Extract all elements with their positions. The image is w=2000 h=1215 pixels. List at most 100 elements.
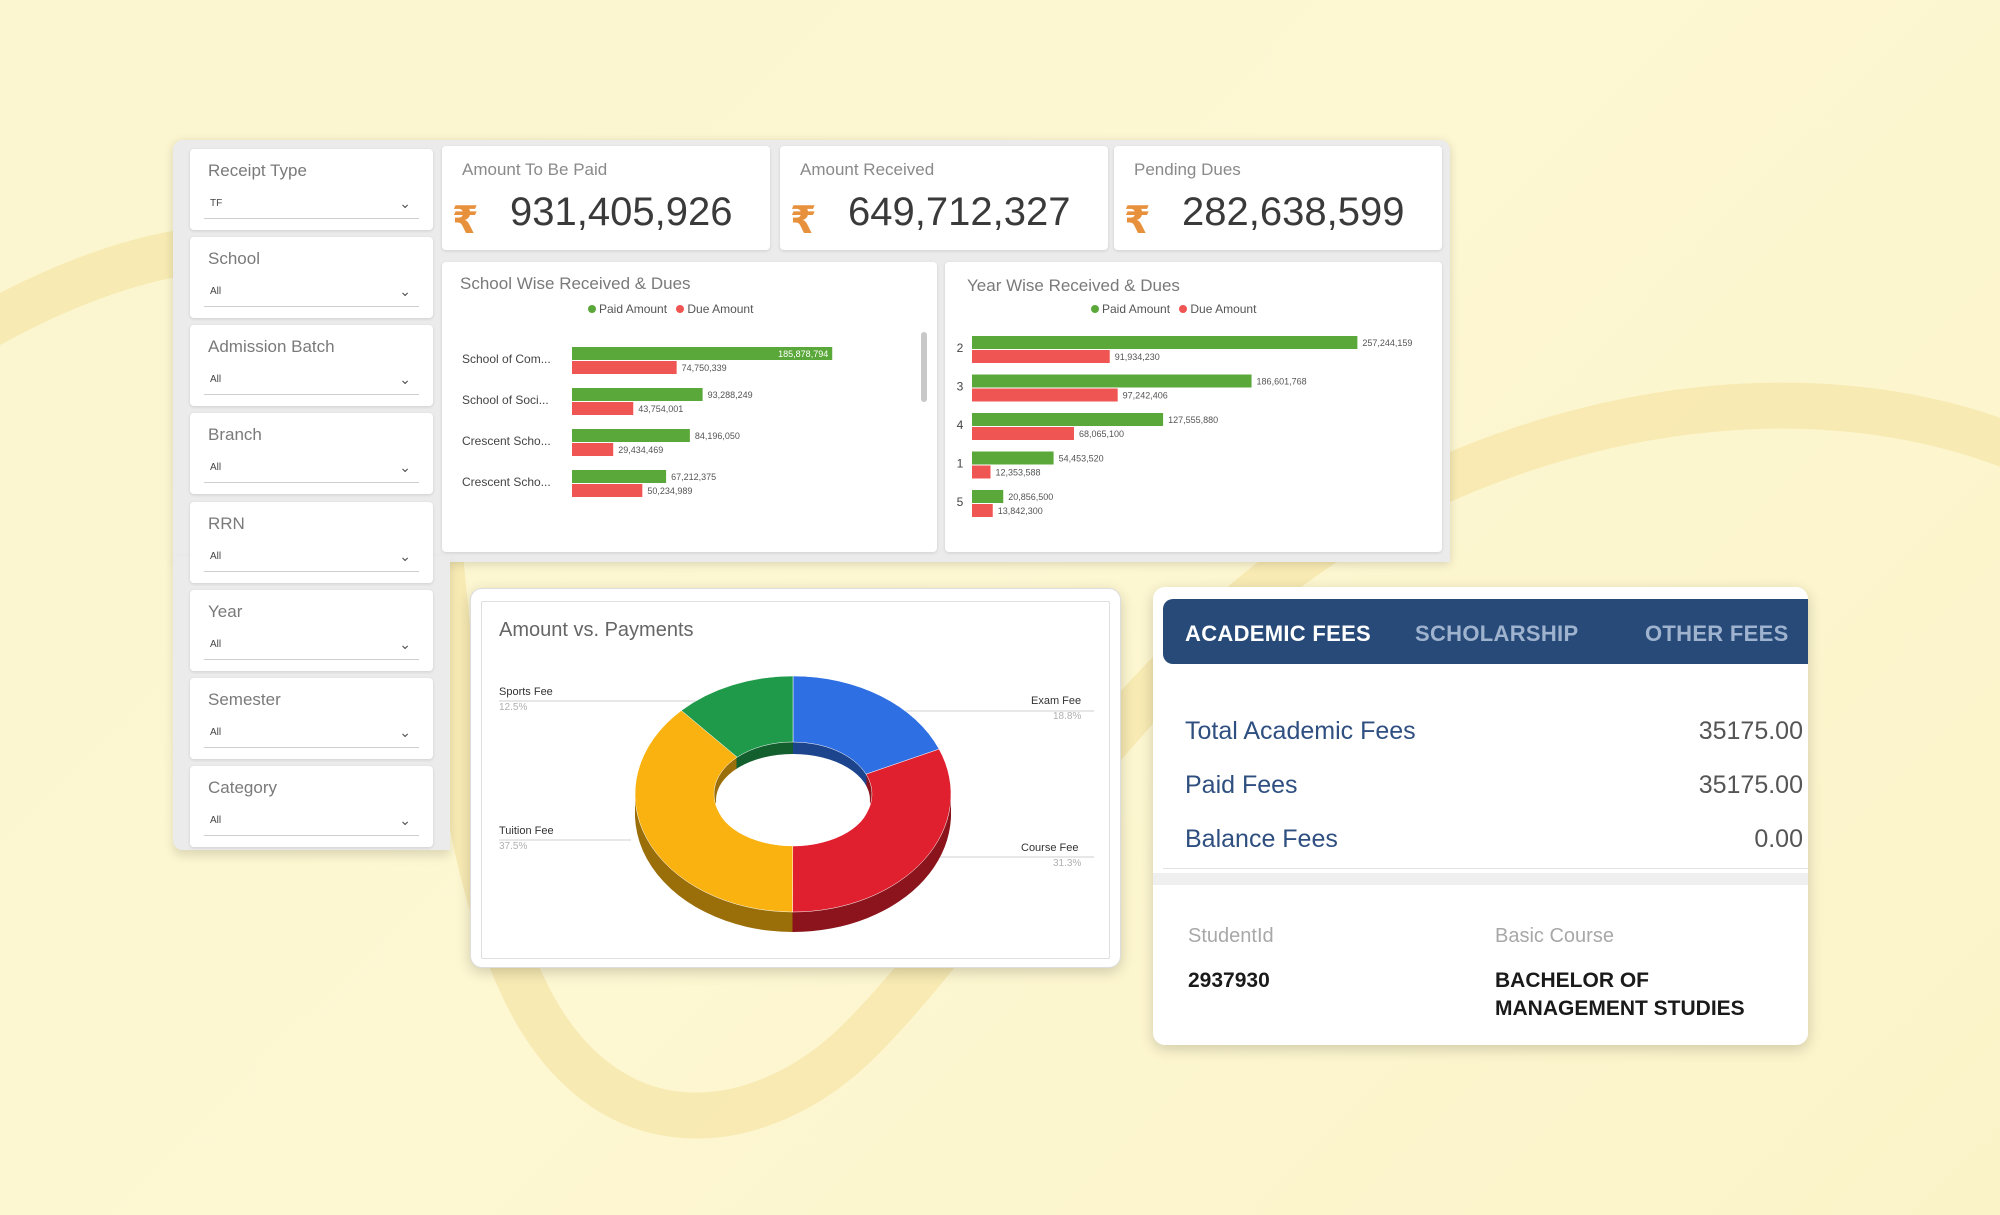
- slicer-label: RRN: [208, 514, 245, 533]
- year-wise-chart-card: Year Wise Received & Dues Paid Amount Du…: [945, 262, 1442, 552]
- bar-due[interactable]: [972, 427, 1074, 440]
- bar-due[interactable]: [972, 350, 1110, 363]
- school-wise-chart-card: School Wise Received & Dues Paid Amount …: [442, 262, 937, 552]
- kpi-value: 931,405,926: [510, 190, 733, 234]
- slicer-year[interactable]: Year All ⌄: [190, 590, 433, 671]
- chart-legend: Paid Amount Due Amount: [1085, 302, 1256, 316]
- tab-academic-fees[interactable]: ACADEMIC FEES: [1185, 621, 1372, 646]
- data-label-due: 29,434,469: [618, 445, 663, 455]
- bar-paid[interactable]: [972, 374, 1252, 388]
- kpi-value: 649,712,327: [848, 190, 1071, 234]
- bar-due[interactable]: [972, 465, 991, 479]
- data-label-paid: 20,856,500: [1008, 492, 1053, 502]
- chevron-down-icon[interactable]: ⌄: [399, 283, 411, 299]
- slicer-value: All: [210, 551, 222, 562]
- slicer-label: Year: [208, 602, 243, 621]
- slicer-dropdown[interactable]: All ⌄: [204, 455, 419, 483]
- bar-due[interactable]: [572, 443, 614, 456]
- donut-pct-course-fee: 31.3%: [1053, 858, 1082, 869]
- legend-due-dot: [1179, 305, 1188, 313]
- slicer-dropdown[interactable]: All ⌄: [204, 544, 419, 572]
- chevron-down-icon[interactable]: ⌄: [399, 636, 411, 652]
- donut-slice-sports-fee[interactable]: [680, 675, 794, 758]
- slicer-dropdown[interactable]: All ⌄: [204, 279, 419, 307]
- slicer-school[interactable]: School All ⌄: [190, 237, 433, 318]
- chart-title: Amount vs. Payments: [499, 619, 694, 641]
- slicer-label: School: [208, 249, 260, 268]
- category-label: Crescent Scho...: [462, 434, 551, 448]
- chevron-down-icon[interactable]: ⌄: [399, 371, 411, 387]
- slicer-dropdown[interactable]: All ⌄: [204, 367, 419, 395]
- chevron-down-icon[interactable]: ⌄: [399, 548, 411, 564]
- basic-course-label: Basic Course: [1495, 925, 1614, 947]
- slicer-rrn[interactable]: RRN All ⌄: [190, 502, 433, 583]
- data-label-due: 43,754,001: [638, 404, 683, 414]
- fee-value: 35175.00: [1698, 771, 1803, 799]
- bar-paid[interactable]: [572, 429, 690, 442]
- kpi-title: Pending Dues: [1134, 160, 1241, 179]
- chevron-down-icon[interactable]: ⌄: [399, 195, 411, 211]
- slicer-label: Semester: [208, 690, 281, 709]
- fee-value: 0.00: [1754, 825, 1803, 853]
- chart-legend: Paid Amount Due Amount: [582, 302, 753, 316]
- bar-paid[interactable]: [572, 388, 703, 401]
- donut-slice-exam-fee[interactable]: [792, 675, 940, 775]
- data-label-paid: 84,196,050: [695, 431, 740, 441]
- bar-paid[interactable]: [572, 347, 833, 360]
- chart-scrollbar[interactable]: [921, 332, 927, 402]
- bar-due[interactable]: [572, 484, 643, 497]
- slicer-value: All: [210, 462, 222, 473]
- category-label: Crescent Scho...: [462, 475, 551, 489]
- bar-due[interactable]: [972, 504, 993, 517]
- slicer-dropdown[interactable]: All ⌄: [204, 632, 419, 660]
- kpi-pending-dues: Pending Dues ₹ 282,638,599: [1114, 146, 1442, 250]
- donut-label-course-fee: Course Fee: [1021, 842, 1079, 854]
- slicer-category[interactable]: Category All ⌄: [190, 766, 433, 847]
- chevron-down-icon[interactable]: ⌄: [399, 459, 411, 475]
- student-id-label: StudentId: [1188, 925, 1274, 947]
- kpi-amount-to-be-paid: Amount To Be Paid ₹ 931,405,926: [442, 146, 770, 250]
- donut-chart: [499, 675, 1094, 933]
- slicer-label: Category: [208, 778, 277, 797]
- slicer-dropdown[interactable]: TF ⌄: [204, 191, 419, 219]
- donut-hole: [716, 754, 870, 846]
- bar-paid[interactable]: [972, 413, 1164, 426]
- data-label-due: 50,234,989: [647, 486, 692, 496]
- bar-due[interactable]: [572, 361, 677, 374]
- slicer-dropdown[interactable]: All ⌄: [204, 720, 419, 748]
- kpi-value: 282,638,599: [1182, 190, 1405, 234]
- category-label: 5: [957, 495, 964, 509]
- fees-card: ACADEMIC FEES SCHOLARSHIP OTHER FEES Tot…: [1153, 587, 1808, 1045]
- slicer-semester[interactable]: Semester All ⌄: [190, 678, 433, 759]
- category-label: 4: [957, 418, 964, 432]
- slicer-receipt-type[interactable]: Receipt Type TF ⌄: [190, 149, 433, 230]
- legend-due-label: Due Amount: [687, 302, 754, 316]
- legend-paid-label: Paid Amount: [1102, 302, 1171, 316]
- category-label: 3: [957, 380, 964, 394]
- slicer-label: Branch: [208, 425, 262, 444]
- category-label: School of Com...: [462, 352, 551, 366]
- data-label-due: 68,065,100: [1079, 429, 1124, 439]
- data-label-paid: 127,555,880: [1168, 415, 1218, 425]
- bar-paid[interactable]: [572, 470, 667, 483]
- chart-title: Year Wise Received & Dues: [967, 276, 1180, 295]
- chevron-down-icon[interactable]: ⌄: [399, 724, 411, 740]
- donut-pct-sports-fee: 12.5%: [499, 702, 528, 713]
- bar-paid[interactable]: [972, 451, 1054, 465]
- amount-vs-payments-card: Amount vs. Payments Sports Fee 12.5% Exa…: [470, 588, 1121, 968]
- bar-paid[interactable]: [972, 336, 1358, 349]
- slicer-value: TF: [210, 198, 223, 209]
- bar-due[interactable]: [972, 388, 1118, 402]
- slicer-admission-batch[interactable]: Admission Batch All ⌄: [190, 325, 433, 406]
- data-label-paid: 186,601,768: [1257, 377, 1307, 387]
- tab-other-fees[interactable]: OTHER FEES: [1645, 621, 1789, 646]
- slicer-dropdown[interactable]: All ⌄: [204, 808, 419, 836]
- bar-paid[interactable]: [972, 490, 1004, 503]
- data-label-paid: 67,212,375: [671, 472, 716, 482]
- slicer-label: Admission Batch: [208, 337, 335, 356]
- chevron-down-icon[interactable]: ⌄: [399, 812, 411, 828]
- kpi-amount-received: Amount Received ₹ 649,712,327: [780, 146, 1108, 250]
- slicer-branch[interactable]: Branch All ⌄: [190, 413, 433, 494]
- tab-scholarship[interactable]: SCHOLARSHIP: [1415, 621, 1579, 646]
- bar-due[interactable]: [572, 402, 634, 415]
